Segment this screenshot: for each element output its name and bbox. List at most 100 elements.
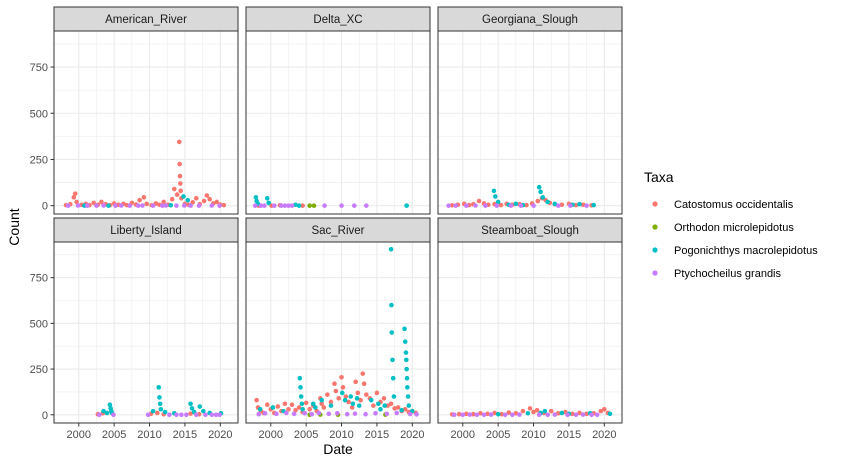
data-point <box>272 203 277 208</box>
x-tick-label: 2020 <box>208 429 232 441</box>
data-point <box>474 412 480 418</box>
data-point <box>517 412 522 417</box>
data-point <box>300 406 305 412</box>
panel-background <box>438 31 622 214</box>
x-tick-label: 2000 <box>67 429 91 441</box>
data-point <box>161 199 166 205</box>
data-point <box>282 203 288 208</box>
facet-label: Liberty_Island <box>110 225 182 237</box>
data-point <box>213 412 219 418</box>
data-point <box>209 412 215 418</box>
y-tick-label: 750 <box>30 62 48 74</box>
data-point <box>333 388 339 394</box>
data-point <box>135 203 141 208</box>
data-point <box>299 401 305 407</box>
x-tick-label: 2020 <box>400 429 424 441</box>
data-point <box>207 196 212 202</box>
data-point <box>325 392 330 397</box>
data-point <box>531 409 536 415</box>
facet-label: Steamboat_Slough <box>481 225 579 237</box>
data-point <box>473 203 478 208</box>
data-point <box>402 326 407 332</box>
data-point <box>214 199 220 205</box>
data-point <box>395 405 401 410</box>
data-point <box>177 173 183 179</box>
data-point <box>307 203 312 208</box>
data-point <box>296 203 302 208</box>
data-point <box>542 408 548 414</box>
data-point <box>71 195 77 200</box>
data-point <box>144 201 150 207</box>
data-point <box>373 411 378 416</box>
data-point <box>584 203 589 208</box>
data-point <box>591 202 596 208</box>
y-tick-label: 750 <box>30 273 48 285</box>
data-point <box>405 394 411 399</box>
panel-background <box>54 31 238 214</box>
data-point <box>291 411 297 417</box>
data-point <box>403 357 409 363</box>
data-point <box>313 405 318 410</box>
data-point <box>552 412 558 417</box>
data-point <box>74 199 79 205</box>
data-point <box>589 412 594 418</box>
data-point <box>99 199 104 205</box>
legend-key <box>652 247 658 253</box>
data-point <box>256 411 262 417</box>
data-point <box>303 400 309 406</box>
data-point <box>307 406 312 412</box>
data-point <box>404 203 409 208</box>
legend-key <box>652 224 658 230</box>
data-point <box>390 357 395 363</box>
data-point <box>485 411 490 417</box>
data-point <box>525 411 531 416</box>
data-point <box>254 397 259 403</box>
data-point <box>111 412 116 418</box>
data-point <box>189 406 195 411</box>
data-point <box>354 396 360 401</box>
data-point <box>188 203 193 208</box>
x-tick-label: 2010 <box>329 429 353 441</box>
data-point <box>289 402 295 408</box>
y-tick-label: 500 <box>30 108 48 120</box>
data-point <box>264 195 270 201</box>
data-point <box>495 411 501 417</box>
facet-label: Sac_River <box>311 225 364 237</box>
data-point <box>201 198 207 204</box>
data-point <box>298 394 304 399</box>
data-point <box>140 203 145 208</box>
data-point <box>414 412 419 417</box>
x-axis-title: Date <box>323 441 353 457</box>
data-point <box>65 203 71 208</box>
data-point <box>137 197 142 203</box>
data-point <box>316 410 322 416</box>
data-point <box>188 401 193 407</box>
data-point <box>107 402 113 408</box>
data-point <box>310 401 316 407</box>
data-point <box>253 195 259 200</box>
data-point <box>394 410 400 416</box>
data-point <box>336 396 342 401</box>
data-point <box>332 381 337 386</box>
data-point <box>162 409 168 415</box>
x-tick-label: 2000 <box>451 429 475 441</box>
data-point <box>197 404 203 409</box>
data-point <box>495 199 501 205</box>
y-tick-label: 0 <box>42 410 48 422</box>
data-point <box>181 194 186 199</box>
data-point <box>405 385 410 390</box>
data-point <box>584 411 589 417</box>
data-point <box>339 374 344 380</box>
y-axis-title: Count <box>6 208 22 245</box>
data-point <box>311 203 317 208</box>
data-point <box>150 408 156 414</box>
x-tick-label: 2005 <box>102 429 126 441</box>
x-tick-label: 2015 <box>557 429 581 441</box>
data-point <box>264 402 270 408</box>
data-point <box>322 203 327 208</box>
data-point <box>174 412 179 418</box>
data-point <box>536 412 542 418</box>
data-point <box>319 397 325 403</box>
facet-label: American_River <box>105 14 187 26</box>
